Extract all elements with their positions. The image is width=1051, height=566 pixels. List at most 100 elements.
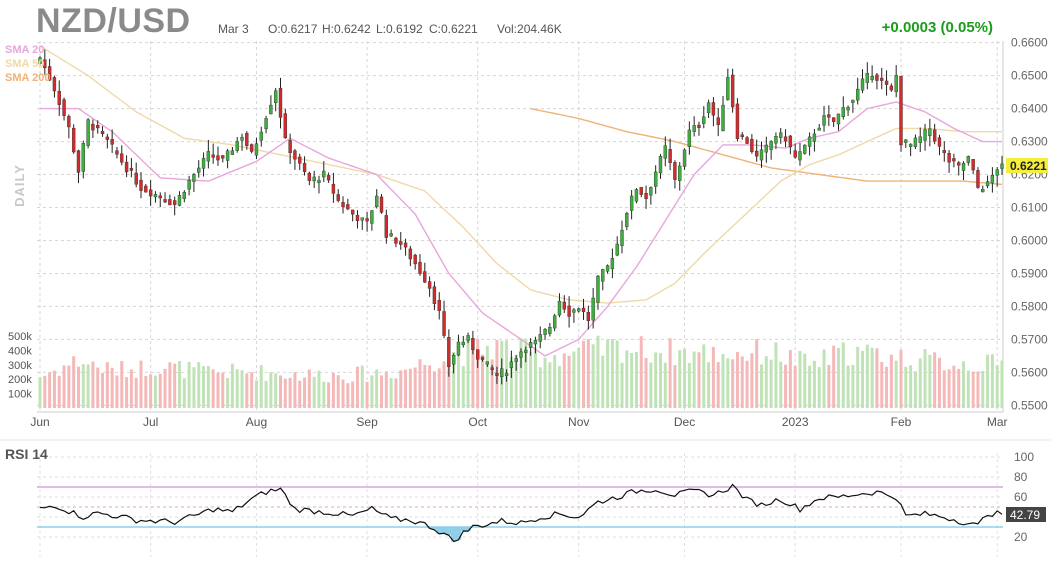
candle-up bbox=[769, 141, 773, 150]
volume-bar bbox=[735, 351, 739, 408]
candle-down bbox=[249, 144, 254, 152]
candle-down bbox=[120, 153, 124, 163]
volume-bar bbox=[630, 353, 634, 408]
candle-down bbox=[644, 192, 648, 200]
candle-down bbox=[43, 59, 47, 69]
axes: 0.66000.65000.64000.63000.62000.61000.60… bbox=[8, 36, 1048, 429]
volume-bar bbox=[423, 364, 427, 408]
candle-up bbox=[764, 144, 769, 153]
candle-down bbox=[932, 129, 937, 142]
candle-up bbox=[870, 75, 874, 80]
x-tick-label: Jul bbox=[143, 415, 158, 429]
candle-down bbox=[745, 137, 749, 144]
candle-up bbox=[923, 129, 927, 141]
candle-down bbox=[168, 199, 172, 206]
price-change: +0.0003 (0.05%) bbox=[881, 19, 993, 36]
volume-bar bbox=[889, 354, 893, 408]
candle-down bbox=[581, 307, 586, 312]
volume-bar bbox=[880, 361, 884, 408]
volume-bar bbox=[586, 339, 590, 408]
candle-up bbox=[557, 300, 562, 316]
candle-up bbox=[985, 181, 990, 187]
volume-bar bbox=[750, 353, 754, 408]
candle-down bbox=[100, 130, 105, 135]
candle-down bbox=[711, 102, 716, 116]
volume-bar bbox=[836, 347, 840, 408]
volume-bar bbox=[250, 372, 254, 408]
volume-bar bbox=[298, 380, 302, 408]
volume-bar bbox=[452, 351, 456, 408]
candle-up bbox=[577, 308, 581, 312]
volume-bar bbox=[923, 349, 927, 408]
candle-down bbox=[947, 153, 951, 163]
candle-down bbox=[221, 155, 225, 159]
volume-bar bbox=[149, 374, 153, 408]
volume-bar bbox=[153, 375, 157, 408]
candle-down bbox=[91, 123, 95, 131]
volume-bar bbox=[788, 350, 792, 408]
volume-bar bbox=[711, 346, 715, 408]
volume-bar bbox=[625, 350, 629, 408]
candle-down bbox=[952, 158, 956, 162]
volume-bar bbox=[509, 357, 513, 408]
candle-down bbox=[884, 80, 889, 85]
candle-down bbox=[76, 150, 81, 173]
volume-bar bbox=[485, 345, 489, 408]
price-tick-label: 0.6600 bbox=[1011, 36, 1048, 50]
volume-bar bbox=[764, 356, 768, 408]
x-tick-label: Mar bbox=[987, 415, 1008, 429]
candle-up bbox=[817, 127, 821, 131]
volume-bar bbox=[971, 371, 975, 408]
candle-down bbox=[336, 194, 340, 201]
candle-up bbox=[451, 355, 456, 365]
volume-bar bbox=[476, 338, 480, 408]
volume-bar bbox=[784, 364, 788, 408]
candle-down bbox=[245, 133, 249, 146]
x-tick-label: Dec bbox=[674, 415, 695, 429]
price-tick-label: 0.6500 bbox=[1011, 69, 1048, 83]
candle-down bbox=[495, 373, 499, 376]
candle-up bbox=[687, 129, 692, 147]
volume-bar bbox=[601, 355, 605, 408]
candle-down bbox=[158, 195, 162, 199]
volume-bar bbox=[812, 360, 816, 408]
volume-bar bbox=[779, 361, 783, 408]
candle-up bbox=[500, 368, 504, 377]
volume-bar bbox=[885, 366, 889, 408]
candle-up bbox=[519, 351, 523, 358]
candle-down bbox=[754, 150, 759, 157]
candle-down bbox=[490, 367, 494, 371]
volume-bar bbox=[221, 372, 225, 408]
volume-bar bbox=[668, 338, 672, 408]
x-tick-label: Jun bbox=[30, 415, 49, 429]
candle-down bbox=[788, 135, 793, 148]
candle-down bbox=[403, 242, 408, 248]
volume-bar bbox=[841, 342, 845, 408]
volume-bar bbox=[490, 359, 494, 408]
candle-up bbox=[182, 192, 186, 199]
sma200-line bbox=[530, 107, 1003, 186]
candle-down bbox=[110, 139, 114, 145]
candle-up bbox=[851, 99, 855, 103]
volume-bar bbox=[52, 370, 56, 408]
timeframe-label: DAILY bbox=[11, 164, 27, 207]
candle-down bbox=[216, 155, 220, 161]
volume-bar bbox=[43, 375, 47, 408]
volume-bar bbox=[899, 349, 903, 408]
candle-down bbox=[394, 237, 398, 244]
volume-bar bbox=[577, 347, 581, 408]
candle-up bbox=[322, 170, 326, 178]
candle-down bbox=[399, 241, 403, 245]
candle-up bbox=[240, 136, 244, 141]
candle-up bbox=[702, 116, 706, 124]
candle-down bbox=[567, 305, 571, 317]
volume-bar bbox=[553, 355, 557, 408]
volume-bar bbox=[110, 367, 114, 408]
volume-bar bbox=[365, 381, 369, 408]
close-value: C:0.6221 bbox=[429, 22, 478, 36]
volume-tick-label: 500k bbox=[8, 331, 32, 343]
volume-bar bbox=[745, 360, 749, 408]
volume-bar bbox=[760, 364, 763, 408]
candle-up bbox=[601, 269, 605, 282]
